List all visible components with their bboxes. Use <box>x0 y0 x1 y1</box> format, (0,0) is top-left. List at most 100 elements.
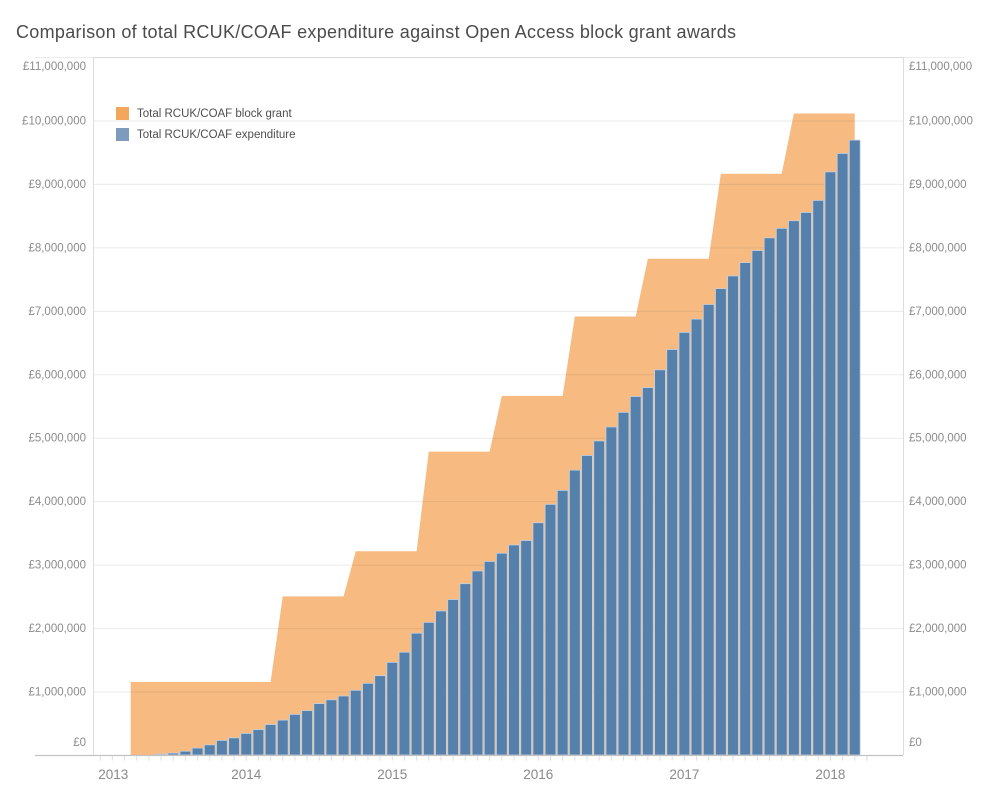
month-ticks <box>99 756 868 761</box>
expenditure-bar[interactable] <box>654 369 666 756</box>
legend-item-block-grant[interactable]: Total RCUK/COAF block grant <box>116 103 296 124</box>
expenditure-bar[interactable] <box>264 724 277 756</box>
expenditure-bar[interactable] <box>362 682 374 756</box>
expenditure-bar[interactable] <box>203 744 216 756</box>
chart-title: Comparison of total RCUK/COAF expenditur… <box>16 22 737 42</box>
y-tick-label-right: £3,000,000 <box>909 560 967 572</box>
expenditure-bar[interactable] <box>167 752 180 756</box>
expenditure-bar[interactable] <box>289 713 301 756</box>
y-tick-label-left: £7,000,000 <box>28 306 86 318</box>
expenditure-bar[interactable] <box>715 288 727 756</box>
y-tick-label-left: £0 <box>73 737 86 749</box>
y-tick-label-left: £11,000,000 <box>23 61 86 73</box>
expenditure-bar[interactable] <box>301 710 313 756</box>
y-tick-label-right: £1,000,000 <box>909 687 967 699</box>
y-tick-label-right: £4,000,000 <box>909 496 967 508</box>
expenditure-bar[interactable] <box>313 703 326 756</box>
y-tick-label-left: £1,000,000 <box>28 687 86 699</box>
expenditure-bar[interactable] <box>690 318 703 756</box>
x-year-label: 2013 <box>98 767 128 782</box>
expenditure-bar[interactable] <box>508 544 520 756</box>
expenditure-bar[interactable] <box>836 153 849 756</box>
expenditure-bar[interactable] <box>471 570 484 756</box>
expenditure-bar[interactable] <box>374 675 386 756</box>
expenditure-bar[interactable] <box>800 212 812 756</box>
expenditure-bar[interactable] <box>422 621 435 756</box>
expenditure-bar[interactable] <box>824 171 837 756</box>
expenditure-bar[interactable] <box>240 733 253 756</box>
y-tick-label-left: £2,000,000 <box>28 623 86 635</box>
expenditure-bar[interactable] <box>788 220 800 756</box>
expenditure-bar[interactable] <box>556 489 569 756</box>
y-tick-label-left: £3,000,000 <box>28 560 86 572</box>
x-year-label: 2016 <box>523 767 553 782</box>
y-tick-label-right: £2,000,000 <box>909 623 967 635</box>
expenditure-bar[interactable] <box>593 440 605 756</box>
y-tick-label-right: £8,000,000 <box>909 242 967 254</box>
legend-item-expenditure[interactable]: Total RCUK/COAF expenditure <box>116 124 296 145</box>
y-axis-right: £0 £1,000,000 £2,000,000 £3,000,000 £4,000,0… <box>909 61 973 749</box>
expenditure-bar[interactable] <box>496 552 508 756</box>
expenditure-bar[interactable] <box>216 740 228 756</box>
expenditure-bars <box>155 139 861 756</box>
y-tick-label-left: £9,000,000 <box>28 179 86 191</box>
y-tick-label-right: £9,000,000 <box>909 179 967 191</box>
expenditure-bar[interactable] <box>702 304 715 756</box>
expenditure-bar[interactable] <box>228 737 240 756</box>
expenditure-bar[interactable] <box>605 426 618 756</box>
expenditure-bar[interactable] <box>629 396 642 756</box>
expenditure-bar[interactable] <box>678 331 691 756</box>
expenditure-bar[interactable] <box>447 599 459 756</box>
x-year-label: 2018 <box>815 767 845 782</box>
expenditure-bar[interactable] <box>544 503 557 756</box>
y-tick-label-right: £11,000,000 <box>909 61 972 73</box>
legend-swatch-block-grant <box>116 107 129 120</box>
y-tick-label-right: £7,000,000 <box>909 306 967 318</box>
y-tick-label-left: £8,000,000 <box>28 242 86 254</box>
expenditure-bar[interactable] <box>739 262 752 756</box>
expenditure-bar[interactable] <box>435 610 447 756</box>
expenditure-bar[interactable] <box>191 747 204 756</box>
expenditure-bar[interactable] <box>581 455 593 756</box>
expenditure-bar[interactable] <box>337 695 350 756</box>
expenditure-bar[interactable] <box>532 522 545 756</box>
chart-legend: Total RCUK/COAF block grant Total RCUK/C… <box>116 103 296 145</box>
expenditure-bar[interactable] <box>520 540 532 756</box>
expenditure-bar[interactable] <box>483 561 496 756</box>
expenditure-bar[interactable] <box>276 719 289 756</box>
expenditure-bar[interactable] <box>386 661 399 756</box>
x-axis-labels: 2013 2014 2015 2016 2017 2018 <box>98 767 845 782</box>
y-axis-left: £0 £1,000,000 £2,000,000 £3,000,000 £4,000,0… <box>22 61 86 749</box>
x-year-label: 2017 <box>669 767 699 782</box>
expenditure-bar[interactable] <box>155 753 167 756</box>
legend-label-block-grant: Total RCUK/COAF block grant <box>137 107 292 120</box>
expenditure-bar[interactable] <box>848 139 861 756</box>
y-tick-label-left: £4,000,000 <box>28 496 86 508</box>
y-tick-label-left: £10,000,000 <box>22 115 86 127</box>
expenditure-bar[interactable] <box>179 750 192 756</box>
x-year-label: 2015 <box>377 767 407 782</box>
expenditure-bar[interactable] <box>666 349 678 756</box>
expenditure-bar[interactable] <box>459 583 472 756</box>
expenditure-bar[interactable] <box>252 729 265 756</box>
y-tick-label-right: £6,000,000 <box>909 369 967 381</box>
expenditure-bar[interactable] <box>617 411 630 756</box>
expenditure-bar[interactable] <box>812 200 825 756</box>
expenditure-bar[interactable] <box>569 469 581 756</box>
x-year-label: 2014 <box>231 767 262 782</box>
expenditure-bar[interactable] <box>642 387 654 756</box>
y-tick-label-left: £6,000,000 <box>28 369 86 381</box>
expenditure-bar[interactable] <box>325 699 338 756</box>
expenditure-bar[interactable] <box>410 632 423 756</box>
expenditure-bar[interactable] <box>727 275 739 756</box>
expenditure-bar[interactable] <box>775 227 788 756</box>
expenditure-bar[interactable] <box>751 250 764 756</box>
y-tick-label-right: £0 <box>909 737 922 749</box>
expenditure-bar[interactable] <box>763 237 776 756</box>
legend-label-expenditure: Total RCUK/COAF expenditure <box>137 128 296 141</box>
y-tick-label-right: £5,000,000 <box>909 433 967 445</box>
legend-swatch-expenditure <box>116 128 129 141</box>
expenditure-bar[interactable] <box>398 651 411 756</box>
expenditure-bar[interactable] <box>349 689 362 756</box>
